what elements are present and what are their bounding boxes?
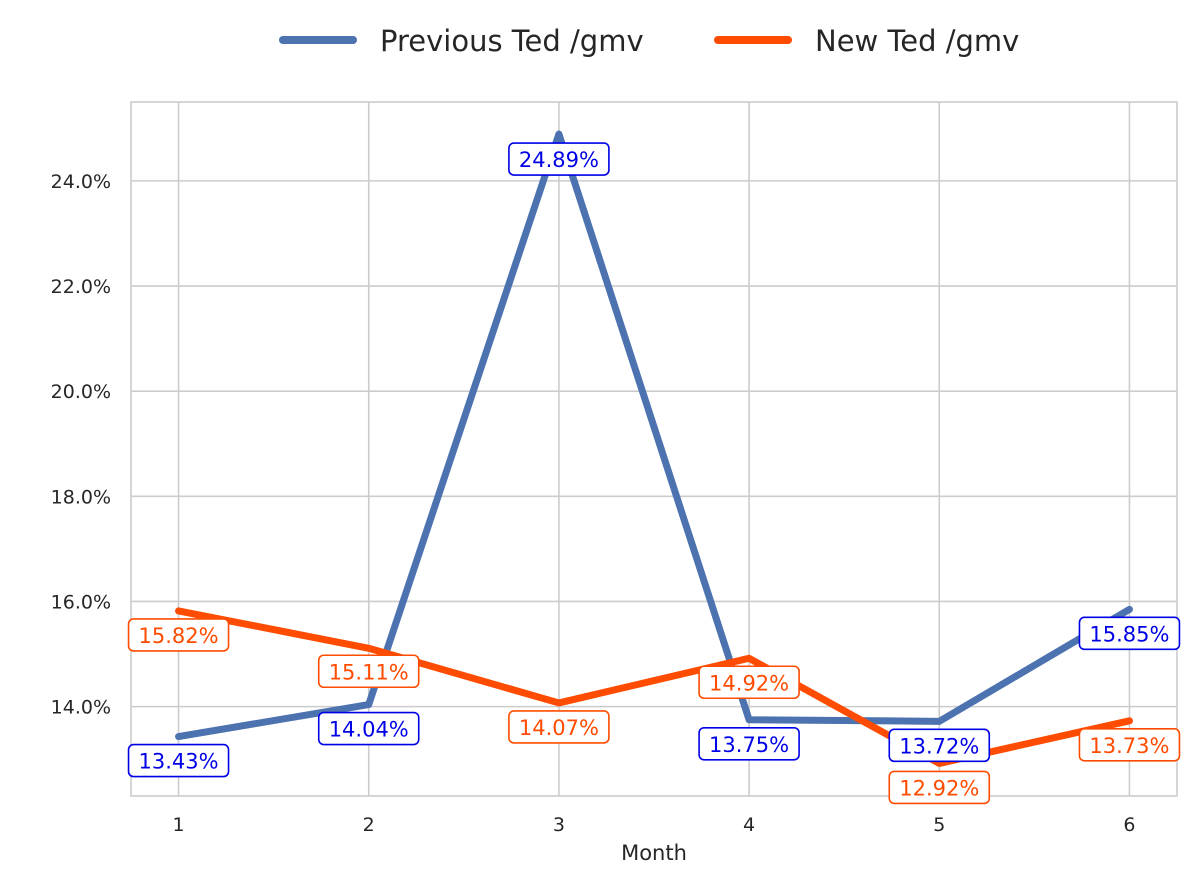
data-label-box — [888, 770, 991, 805]
data-label-box — [888, 728, 991, 763]
data-label: 24.89% — [519, 148, 599, 172]
y-tick-label: 14.0% — [51, 697, 111, 719]
y-tick-label: 18.0% — [51, 486, 111, 508]
data-label: 13.72% — [899, 734, 979, 758]
legend: Previous Ted /gmv New Ted /gmv — [279, 24, 1019, 58]
series-line-0 — [175, 130, 1133, 741]
data-label-box — [698, 665, 800, 700]
x-axis-title: Month — [621, 841, 687, 865]
data-label: 13.43% — [139, 750, 219, 774]
data-label-box — [127, 618, 230, 652]
data-label: 12.92% — [899, 776, 979, 800]
data-label-box — [508, 142, 610, 176]
data-label: 13.75% — [709, 733, 789, 757]
data-label-box — [1078, 728, 1181, 762]
data-label: 15.11% — [329, 660, 409, 684]
y-axis: 14.0% 16.0% 18.0% 20.0% 22.0% 24.0% — [51, 171, 111, 719]
data-label: 15.82% — [139, 624, 219, 648]
data-label: 14.07% — [519, 716, 599, 740]
x-tick-label: 3 — [553, 814, 565, 836]
x-tick-label: 6 — [1123, 814, 1135, 836]
data-label: 14.04% — [329, 718, 409, 742]
y-tick-label: 16.0% — [51, 591, 111, 613]
x-tick-label: 5 — [933, 814, 945, 836]
legend-label-1: New Ted /gmv — [815, 24, 1019, 58]
data-label: 15.85% — [1089, 622, 1169, 646]
x-tick-label: 4 — [743, 814, 755, 836]
data-labels: 13.43% 14.04% 24.89% 13.75% 13.72% 15.85% 15.8… — [127, 142, 1181, 805]
grid — [131, 102, 1177, 796]
x-axis: 1 2 3 4 5 6 — [172, 814, 1135, 836]
data-label-box — [508, 710, 610, 744]
data-label-box — [317, 711, 420, 746]
y-tick-label: 20.0% — [51, 381, 111, 403]
data-label: 14.92% — [709, 671, 789, 695]
data-label-box — [698, 726, 800, 761]
data-label-box — [127, 743, 230, 778]
x-tick-label: 1 — [172, 814, 184, 836]
data-label: 13.73% — [1089, 734, 1169, 758]
data-label-box — [317, 654, 420, 689]
legend-label-0: Previous Ted /gmv — [380, 24, 644, 58]
y-tick-label: 22.0% — [51, 276, 111, 298]
data-label-box — [1078, 616, 1181, 651]
x-tick-label: 2 — [363, 814, 375, 836]
y-tick-label: 24.0% — [51, 171, 111, 193]
plot-area-frame — [130, 101, 1178, 797]
